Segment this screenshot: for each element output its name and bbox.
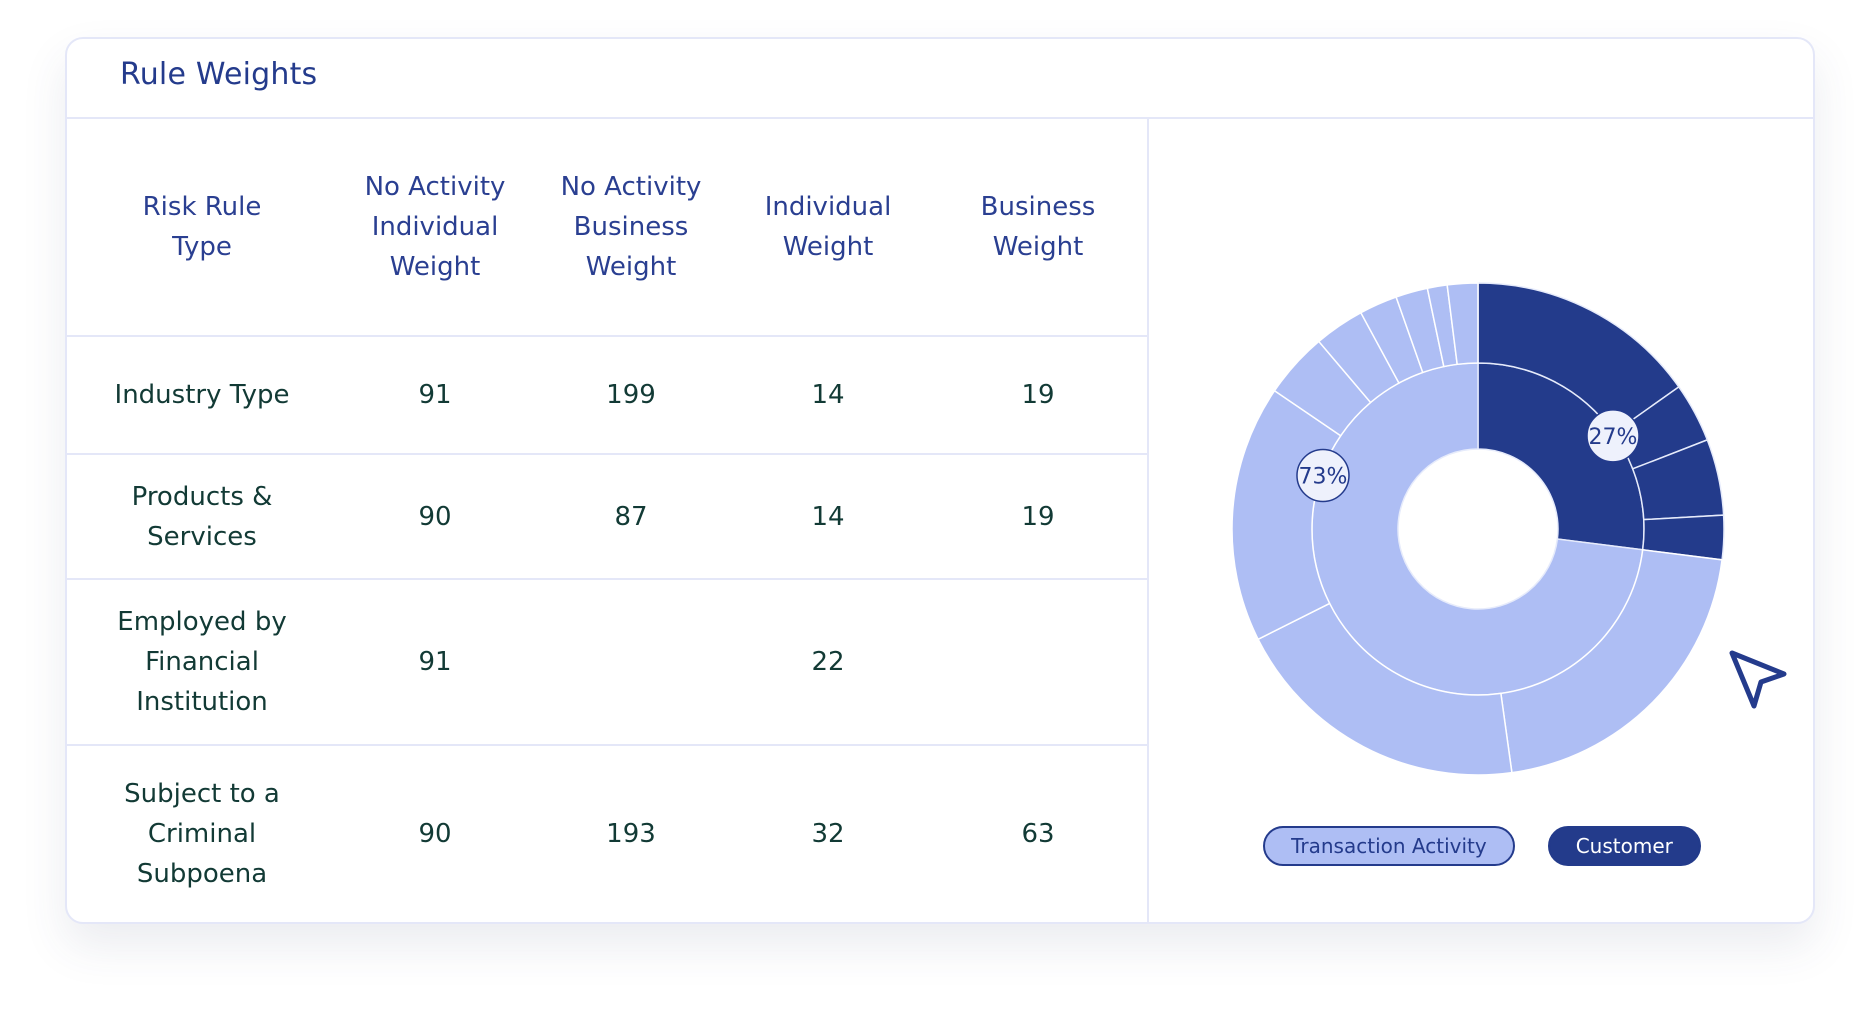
cell-no-activity-business-weight: 87 (614, 501, 648, 532)
cell-business-weight: 19 (1021, 501, 1055, 532)
table-row: Products & Services 90 87 14 19 (67, 454, 1149, 579)
cell-business-weight: 19 (1021, 380, 1055, 410)
cell-risk-rule-type: Industry Type (114, 380, 290, 410)
slice-label-transaction-activity: 73% (1296, 448, 1350, 503)
header-no-activity-individual-weight: No Activity Individual Weight (364, 172, 506, 282)
svg-text:73%: 73% (1299, 464, 1348, 489)
cell-individual-weight: 32 (811, 819, 845, 849)
cell-no-activity-individual-weight: 90 (418, 501, 452, 532)
cell-no-activity-business-weight (533, 579, 729, 745)
table-row: Employed by Financial Institution 91 22 (67, 579, 1149, 745)
cursor-arrow-icon (1729, 650, 1787, 709)
cell-no-activity-individual-weight: 91 (418, 380, 452, 410)
cell-risk-rule-type: Employed by Financial Institution (117, 607, 287, 717)
cell-no-activity-individual-weight: 91 (418, 647, 452, 677)
svg-text:27%: 27% (1589, 425, 1638, 450)
legend-chip-transaction-activity[interactable]: Transaction Activity (1263, 826, 1515, 866)
cell-individual-weight: 22 (811, 647, 845, 677)
slice-label-customer: 27% (1586, 409, 1640, 463)
cell-risk-rule-type: Products & Services (131, 481, 273, 552)
table-row: Industry Type 91 199 14 19 (67, 336, 1149, 454)
table-row: Subject to a Criminal Subpoena 90 193 32 6… (67, 745, 1149, 922)
cell-risk-rule-type: Subject to a Criminal Subpoena (124, 779, 280, 889)
header-no-activity-business-weight: No Activity Business Weight (560, 172, 702, 282)
cell-business-weight: 63 (1021, 819, 1055, 849)
cell-business-weight (927, 579, 1149, 745)
cell-no-activity-business-weight: 193 (606, 819, 656, 849)
chart-panel: 27% 73% Transaction Activity Customer (1149, 119, 1813, 922)
chart-legend: Transaction Activity Customer (1149, 826, 1813, 866)
rule-weights-table-panel: Risk Rule Type No Activity Individual Weigh… (67, 119, 1149, 922)
cell-individual-weight: 14 (811, 380, 845, 410)
rule-weights-card: Rule Weights Risk Rule Type No Activity In… (65, 37, 1815, 924)
cell-no-activity-business-weight: 199 (606, 380, 656, 410)
header-individual-weight: Individual Weight (764, 192, 892, 262)
header-risk-rule-type: Risk Rule Type (142, 192, 262, 262)
cell-no-activity-individual-weight: 90 (418, 819, 452, 849)
card-title: Rule Weights (120, 57, 318, 92)
legend-chip-customer[interactable]: Customer (1547, 826, 1701, 866)
header-business-weight: Business Weight (980, 192, 1096, 262)
sunburst-chart: 27% 73% (1231, 282, 1725, 776)
outer-slice-transaction-activity-9[interactable] (1446, 282, 1479, 366)
table-header-row: Risk Rule Type No Activity Individual Weigh… (67, 119, 1149, 336)
card-header: Rule Weights (67, 39, 1813, 119)
rule-weights-table: Risk Rule Type No Activity Individual Weigh… (67, 119, 1149, 922)
cell-individual-weight: 14 (811, 501, 845, 532)
